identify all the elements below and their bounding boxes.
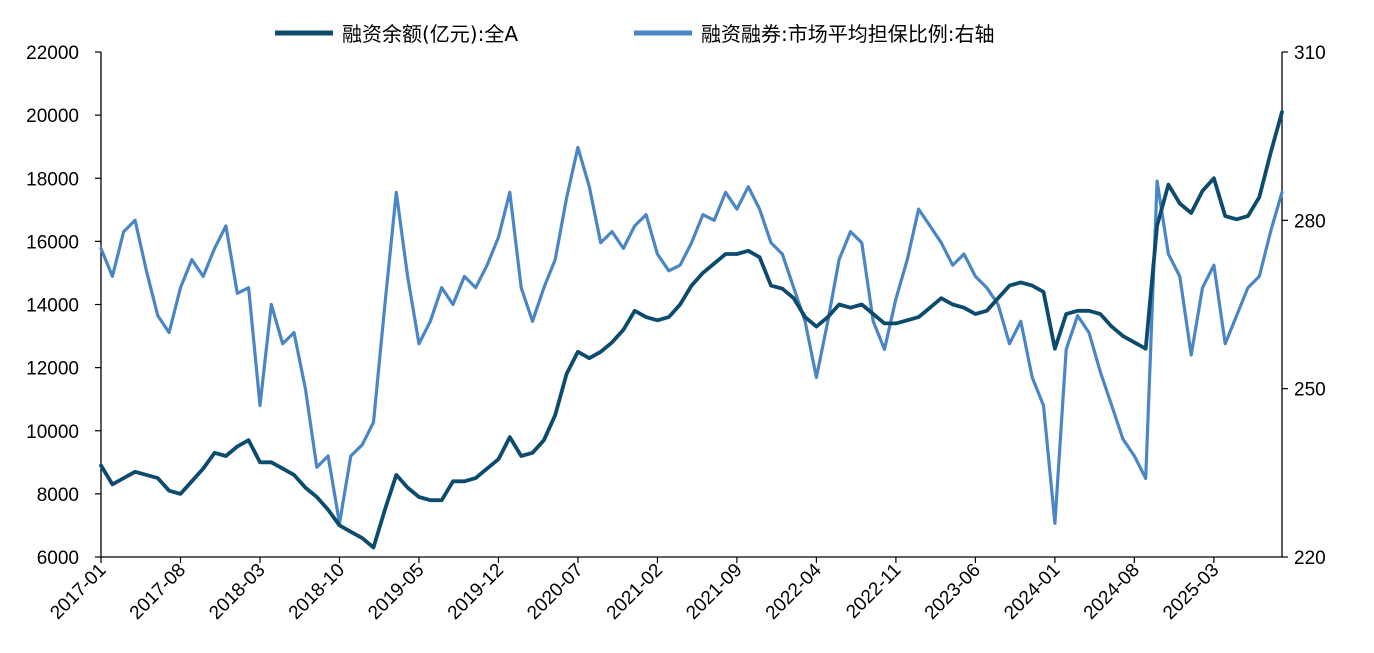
right-y-tick-label: 310 <box>1294 43 1326 64</box>
left-y-tick-label: 12000 <box>26 359 79 380</box>
right-y-tick-label: 250 <box>1294 380 1326 401</box>
left-y-tick-label: 10000 <box>26 422 79 443</box>
legend: 融资余额(亿元):全A 融资融券:市场平均担保比例:右轴 <box>275 22 994 46</box>
series-line-financing-balance <box>99 110 1284 550</box>
x-tick-label: 2019-05 <box>364 560 428 624</box>
x-tick-label: 2018-10 <box>285 560 349 624</box>
x-tick-label: 2024-01 <box>1000 560 1064 624</box>
x-tick-label: 2022-04 <box>762 559 826 623</box>
left-y-tick-label: 16000 <box>26 232 79 253</box>
legend-label-financing-balance: 融资余额(亿元):全A <box>342 22 518 46</box>
left-y-tick-label: 6000 <box>37 548 79 569</box>
x-tick-label: 2020-07 <box>523 560 587 624</box>
x-tick-label: 2024-08 <box>1080 560 1144 624</box>
x-tick-label: 2023-06 <box>921 560 985 624</box>
x-tick-label: 2019-12 <box>444 560 508 624</box>
legend-label-collateral-ratio: 融资融券:市场平均担保比例:右轴 <box>701 22 994 46</box>
left-y-tick-label: 20000 <box>26 106 79 127</box>
left-y-tick-label: 18000 <box>26 169 79 190</box>
series-layer <box>99 110 1284 550</box>
left-y-tick-label: 14000 <box>26 296 79 317</box>
x-tick-label: 2021-09 <box>682 560 746 624</box>
right-y-tick-label: 220 <box>1294 548 1326 569</box>
x-tick-label: 2018-03 <box>205 560 269 624</box>
x-axis-ticks: 2017-01 2017-08 2018-03 2018-10 2019-05 2019-… <box>46 557 1223 624</box>
series-line-collateral-ratio <box>99 145 1284 525</box>
x-tick-label: 2021-02 <box>603 560 667 624</box>
right-y-tick-label: 280 <box>1294 211 1326 232</box>
left-y-axis-ticks: 6000 8000 10000 12000 14000 16000 18000 20000 22… <box>26 43 101 569</box>
x-tick-label: 2017-08 <box>126 560 190 624</box>
x-tick-label: 2022-11 <box>842 560 905 623</box>
left-y-tick-label: 8000 <box>37 485 79 506</box>
left-y-tick-label: 22000 <box>26 43 79 64</box>
x-tick-label: 2017-01 <box>46 560 110 624</box>
x-tick-label: 2025-03 <box>1159 560 1223 624</box>
right-y-axis-ticks: 220 250 280 310 <box>1282 43 1326 569</box>
